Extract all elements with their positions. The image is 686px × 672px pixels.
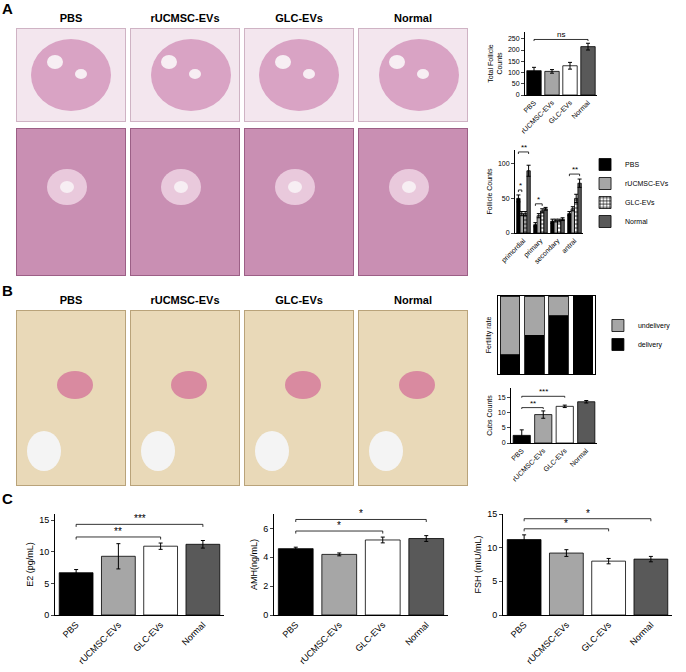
svg-text:Fertility rate: Fertility rate: [485, 317, 493, 354]
svg-text:GLC-EVs: GLC-EVs: [353, 619, 387, 653]
svg-text:5: 5: [502, 424, 506, 431]
html-text:PBS: PBS: [59, 12, 83, 24]
svg-text:PBS: PBS: [61, 620, 81, 640]
svg-text:***: ***: [539, 387, 548, 396]
html-text:Normal: Normal: [394, 12, 432, 24]
html-text:PBS: PBS: [59, 294, 83, 306]
svg-text:Follicle Counts: Follicle Counts: [486, 168, 493, 214]
svg-text:undelivery: undelivery: [638, 322, 670, 330]
svg-text:150: 150: [508, 58, 520, 65]
svg-text:rUCMSC-EVs: rUCMSC-EVs: [511, 447, 547, 483]
svg-text:0: 0: [516, 91, 520, 98]
svg-text:Cubs Counts: Cubs Counts: [486, 395, 493, 436]
svg-text:GLC-EVs: GLC-EVs: [547, 99, 573, 125]
svg-text:100: 100: [508, 69, 520, 76]
svg-text:GLC-EVs: GLC-EVs: [625, 199, 655, 206]
svg-text:rUCMSC-EVs: rUCMSC-EVs: [77, 619, 124, 666]
html-text:Normal: Normal: [394, 294, 432, 306]
html-text:GLC-EVs: GLC-EVs: [275, 294, 323, 306]
svg-text:*: *: [564, 518, 568, 529]
svg-text:50: 50: [502, 195, 510, 202]
svg-text:PBS: PBS: [509, 620, 529, 640]
html-text:GLC-EVs: GLC-EVs: [275, 12, 323, 24]
svg-text:15: 15: [39, 515, 49, 525]
svg-text:*: *: [519, 181, 522, 190]
svg-text:100: 100: [498, 160, 510, 167]
svg-text:AMH(ng/mL): AMH(ng/mL): [249, 539, 259, 590]
html-text:rUCMSC-EVs: rUCMSC-EVs: [150, 294, 220, 306]
svg-text:*: *: [337, 520, 341, 531]
svg-text:**: **: [521, 143, 527, 152]
svg-text:*: *: [586, 508, 590, 519]
html-text:C: C: [2, 490, 13, 507]
svg-text:0: 0: [506, 229, 510, 236]
svg-text:rUCMSC-EVs: rUCMSC-EVs: [520, 99, 556, 135]
svg-text:rUCMSC-EVs: rUCMSC-EVs: [525, 619, 572, 666]
svg-text:*: *: [537, 195, 540, 204]
svg-text:**: **: [572, 165, 578, 174]
svg-text:Total FollicleCounts: Total FollicleCounts: [487, 44, 503, 83]
html-text:B: B: [2, 282, 13, 299]
svg-text:250: 250: [508, 35, 520, 42]
svg-text:Normal: Normal: [628, 620, 656, 648]
svg-text:secondary: secondary: [533, 237, 562, 266]
svg-text:Normal: Normal: [570, 99, 591, 120]
svg-text:antral: antral: [560, 237, 578, 255]
svg-text:10: 10: [487, 543, 497, 553]
svg-text:rUCMSC-EVs: rUCMSC-EVs: [298, 619, 345, 666]
svg-text:0: 0: [44, 610, 49, 620]
svg-text:5: 5: [492, 576, 497, 586]
svg-text:primordial: primordial: [500, 237, 528, 265]
svg-text:15: 15: [487, 509, 497, 519]
svg-text:0: 0: [263, 610, 268, 620]
svg-text:PBS: PBS: [522, 99, 537, 114]
svg-text:15: 15: [498, 394, 506, 401]
svg-text:PBS: PBS: [510, 447, 525, 462]
svg-text:GLC-EVs: GLC-EVs: [542, 447, 568, 473]
svg-text:**: **: [114, 526, 122, 537]
svg-text:FSH (mIU/mL): FSH (mIU/mL): [473, 536, 483, 594]
svg-text:ns: ns: [557, 30, 565, 39]
svg-text:10: 10: [498, 409, 506, 416]
svg-text:Normal: Normal: [180, 620, 208, 648]
svg-text:***: ***: [134, 513, 146, 524]
svg-text:6: 6: [263, 524, 268, 534]
svg-text:E2 (pg/mL): E2 (pg/mL): [25, 542, 35, 587]
svg-text:2: 2: [263, 581, 268, 591]
svg-text:Normal: Normal: [403, 620, 431, 648]
svg-text:*: *: [359, 508, 363, 519]
svg-text:PBS: PBS: [281, 620, 301, 640]
svg-text:0: 0: [502, 439, 506, 446]
html-text:A: A: [2, 0, 13, 17]
svg-text:Normal: Normal: [625, 218, 648, 225]
svg-text:4: 4: [263, 552, 268, 562]
svg-text:GLC-EVs: GLC-EVs: [579, 619, 613, 653]
svg-text:rUCMSC-EVs: rUCMSC-EVs: [625, 180, 669, 187]
svg-text:Normal: Normal: [569, 447, 590, 468]
svg-text:200: 200: [508, 46, 520, 53]
svg-text:50: 50: [512, 80, 520, 87]
svg-text:5: 5: [44, 579, 49, 589]
svg-text:10: 10: [39, 547, 49, 557]
svg-text:0: 0: [492, 610, 497, 620]
html-text:rUCMSC-EVs: rUCMSC-EVs: [150, 12, 220, 24]
svg-text:**: **: [530, 399, 536, 408]
svg-text:primary: primary: [522, 237, 545, 260]
svg-text:GLC-EVs: GLC-EVs: [131, 619, 165, 653]
svg-text:delivery: delivery: [638, 341, 663, 349]
svg-text:PBS: PBS: [625, 161, 639, 168]
